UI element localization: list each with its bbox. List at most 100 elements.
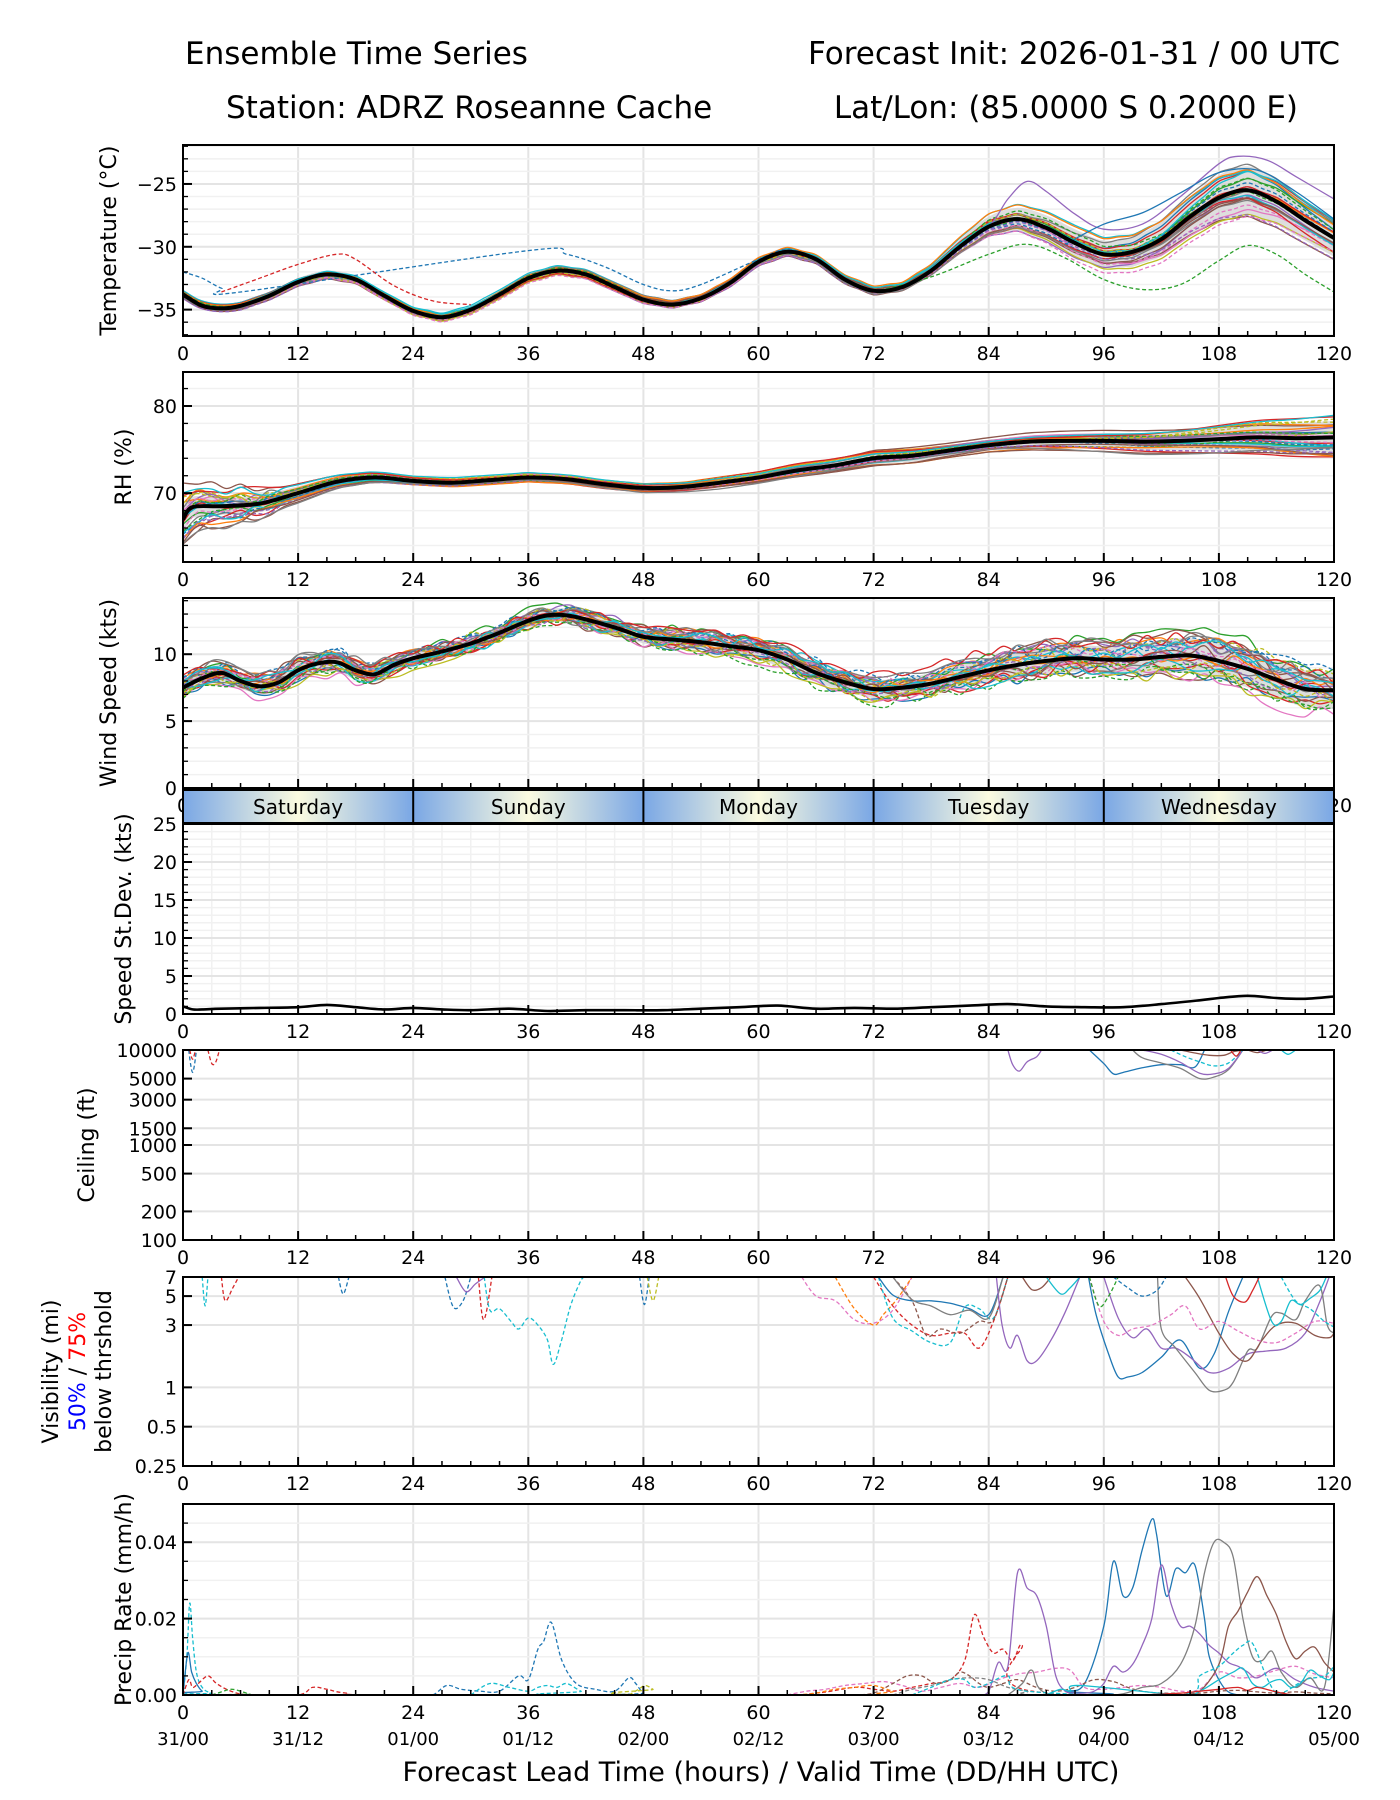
x-tick-label: 84 — [977, 343, 1001, 365]
panel-wind_speed: 012243648607284961081200510Wind Speed (k… — [97, 597, 1352, 817]
y-tick-label: 10000 — [117, 1040, 177, 1062]
series-orange-dashed — [796, 1684, 1334, 1695]
series-red-dashed — [183, 1613, 1334, 1695]
x-tick-label: 36 — [516, 1473, 540, 1495]
x-tick-label-valid-time: 31/00 — [157, 1729, 209, 1750]
x-tick-label: 108 — [1201, 1021, 1237, 1043]
series-grey-dashed — [892, 1677, 1334, 1695]
x-tick-label: 96 — [1092, 1021, 1116, 1043]
series-brown — [1180, 1050, 1244, 1057]
day-band-segment — [873, 790, 1104, 823]
ensemble-member-red-dashed-warm — [221, 253, 471, 306]
plot-area-temperature — [183, 155, 1334, 323]
y-tick-label: 5 — [165, 1286, 177, 1308]
y-tick-label: 0.02 — [135, 1609, 177, 1631]
y-tick-label: 0 — [165, 778, 177, 800]
day-label: Wednesday — [1161, 795, 1277, 819]
x-tick-label: 60 — [746, 1473, 770, 1495]
x-tick-label: 0 — [177, 1247, 189, 1269]
x-tick-label: 120 — [1316, 1247, 1352, 1269]
day-band-segment — [1103, 790, 1334, 823]
series-grey-b — [1156, 1277, 1334, 1393]
ensemble-member-line — [183, 414, 1334, 496]
y-tick-label: 200 — [141, 1201, 177, 1223]
x-tick-label: 36 — [516, 1702, 540, 1724]
threshold-label-part: / — [66, 1361, 91, 1382]
series-brown — [1180, 1575, 1334, 1695]
x-tick-label: 108 — [1201, 1473, 1237, 1495]
ensemble-member-blue-solid — [1065, 167, 1334, 245]
y-axis-label: RH (%) — [112, 429, 137, 506]
series-blue-b — [1087, 1277, 1244, 1380]
x-tick-label: 24 — [401, 1702, 425, 1724]
y-tick-label: 3 — [165, 1315, 177, 1337]
y-tick-label: 80 — [153, 396, 177, 418]
y-axis-label: Ceiling (ft) — [75, 1087, 100, 1202]
x-tick-label: 84 — [977, 1702, 1001, 1724]
x-tick-label: 84 — [977, 569, 1001, 591]
x-tick-label: 96 — [1092, 1247, 1116, 1269]
x-tick-label: 12 — [286, 569, 310, 591]
y-tick-label: 100 — [141, 1230, 177, 1252]
ensemble-member-green-dashed-low — [873, 243, 1334, 293]
x-tick-label: 120 — [1316, 1021, 1352, 1043]
y-tick-label: 0 — [165, 1004, 177, 1026]
series-pink-dashed-b — [1088, 1277, 1334, 1344]
plot-area-rh — [183, 414, 1334, 545]
series-cyan-dashed-a — [201, 1277, 209, 1307]
series-cyan — [1280, 1050, 1296, 1055]
series-cyan-b — [1256, 1277, 1327, 1327]
x-tick-label: 120 — [1316, 343, 1352, 365]
ensemble-mean-line — [183, 435, 1334, 521]
panel-rh: 0 12 24 36 48 60 72 84 96 108 120 70 80 RH (%) — [112, 371, 1352, 591]
series-red — [1142, 1686, 1334, 1695]
x-tick-label: 12 — [286, 1021, 310, 1043]
series-purple-c — [455, 1277, 486, 1293]
y-tick-label: 0.5 — [147, 1417, 177, 1439]
series-blue — [183, 1518, 1334, 1695]
series-blue — [877, 1277, 1004, 1317]
series-blue — [1088, 1050, 1206, 1076]
series-blue-dashed — [188, 1050, 198, 1074]
x-tick-label: 72 — [862, 569, 886, 591]
series-grey — [1132, 1050, 1244, 1080]
series-grey — [1007, 1538, 1334, 1695]
panel-ceiling: 0 12 24 36 48 60 72 84 96 108 120 100 200 500 10001500… — [75, 1040, 1352, 1269]
series-pink-dashed — [801, 1277, 913, 1325]
series-green-dashed — [1088, 1277, 1119, 1308]
y-tick-label: 0.00 — [135, 1685, 177, 1707]
x-tick-label: 0 — [177, 1702, 189, 1724]
y-tick-label: 1 — [165, 1377, 177, 1399]
y-tick-label: 5 — [165, 711, 177, 733]
panels: 0 12 24 36 48 60 72 84 96 108 120−35−30−25Temperat… — [39, 144, 1360, 1750]
x-tick-label: 84 — [977, 1473, 1001, 1495]
series-red — [1229, 1050, 1242, 1057]
x-tick-label: 72 — [862, 1021, 886, 1043]
x-tick-label: 96 — [1092, 1702, 1116, 1724]
series-cyan-c — [1045, 1277, 1081, 1295]
y-tick-label: 15 — [153, 890, 177, 912]
x-tick-label: 96 — [1092, 569, 1116, 591]
x-tick-label: 72 — [862, 343, 886, 365]
x-tick-label-valid-time: 04/12 — [1193, 1729, 1245, 1750]
series-purple-a — [1007, 1050, 1043, 1072]
x-tick-label: 72 — [862, 1702, 886, 1724]
threshold-label-part: 50% — [66, 1382, 91, 1431]
series-purple — [978, 1564, 1334, 1695]
x-tick-label: 60 — [746, 1247, 770, 1269]
panel-precip: 0 31/00 12 31/12 24 01/00 36 01/12 48 02/00 60 02/1… — [112, 1493, 1360, 1750]
x-tick-label: 24 — [401, 343, 425, 365]
series-cyan-dashed — [877, 1277, 1009, 1347]
y-axis-label-thresholds: 50% / 75% — [66, 1312, 91, 1431]
ensemble-member-purple-high — [949, 155, 1334, 255]
y-axis-label: Speed St.Dev. (kts) — [112, 813, 137, 1024]
x-tick-label-valid-time: 31/12 — [272, 1729, 324, 1750]
x-tick-label: 36 — [516, 1247, 540, 1269]
x-tick-label-valid-time: 02/00 — [617, 1729, 669, 1750]
series-purple-b — [1142, 1050, 1244, 1076]
ensemble-member-line — [183, 619, 1334, 711]
x-tick-label-valid-time: 03/12 — [963, 1729, 1015, 1750]
y-tick-label: 500 — [141, 1164, 177, 1186]
x-tick-label: 120 — [1316, 1473, 1352, 1495]
